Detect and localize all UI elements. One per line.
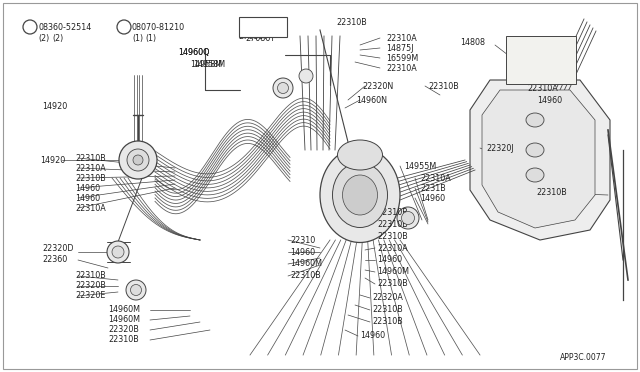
- Text: 22310B: 22310B: [75, 272, 106, 280]
- Text: 14960: 14960: [420, 193, 445, 202]
- Ellipse shape: [320, 148, 400, 243]
- Text: 14960: 14960: [75, 183, 100, 192]
- Circle shape: [117, 20, 131, 34]
- Ellipse shape: [278, 83, 289, 93]
- Text: APP3C.0077: APP3C.0077: [560, 353, 607, 362]
- Ellipse shape: [526, 143, 544, 157]
- Text: 22310B: 22310B: [372, 317, 403, 327]
- Text: 2231B: 2231B: [420, 183, 445, 192]
- Text: B: B: [122, 24, 126, 30]
- Circle shape: [23, 20, 37, 34]
- Text: 27086Y: 27086Y: [238, 32, 268, 41]
- Ellipse shape: [133, 155, 143, 165]
- Polygon shape: [482, 90, 595, 228]
- Text: 14955M: 14955M: [404, 161, 436, 170]
- Ellipse shape: [127, 149, 149, 171]
- Text: 27085Y: 27085Y: [248, 22, 278, 32]
- Text: (1): (1): [132, 33, 143, 42]
- Text: 14960: 14960: [290, 247, 315, 257]
- Text: 14920: 14920: [42, 102, 67, 110]
- Text: 22310B: 22310B: [377, 231, 408, 241]
- Text: 08070-81210: 08070-81210: [132, 22, 185, 32]
- Text: (2): (2): [38, 33, 49, 42]
- Text: 14958M: 14958M: [193, 60, 225, 68]
- Text: 22310A: 22310A: [527, 83, 557, 93]
- Text: 22310B: 22310B: [108, 336, 139, 344]
- Text: 22320B: 22320B: [75, 282, 106, 291]
- Text: 22320A: 22320A: [372, 294, 403, 302]
- Text: 14960: 14960: [537, 96, 562, 105]
- Text: 14960: 14960: [75, 193, 100, 202]
- Text: 22310: 22310: [290, 235, 316, 244]
- Text: 27085Y: 27085Y: [238, 17, 268, 26]
- Text: 14808: 14808: [460, 38, 485, 46]
- Ellipse shape: [107, 241, 129, 263]
- Text: 14960Q: 14960Q: [178, 48, 209, 57]
- Text: 22310A: 22310A: [75, 164, 106, 173]
- Ellipse shape: [119, 141, 157, 179]
- Text: 22310B: 22310B: [290, 272, 321, 280]
- Text: 14875J: 14875J: [386, 44, 413, 52]
- Text: 22310A: 22310A: [377, 244, 408, 253]
- Text: 22310B: 22310B: [336, 17, 367, 26]
- Text: 14960: 14960: [377, 256, 402, 264]
- Text: 22310A: 22310A: [386, 33, 417, 42]
- Text: 22310B: 22310B: [377, 279, 408, 289]
- Text: 22310B: 22310B: [377, 219, 408, 228]
- Ellipse shape: [342, 175, 378, 215]
- Text: 22310B: 22310B: [372, 305, 403, 314]
- Text: 22310B: 22310B: [377, 208, 408, 217]
- Ellipse shape: [333, 163, 387, 228]
- Ellipse shape: [526, 113, 544, 127]
- Text: 22320D: 22320D: [42, 244, 74, 253]
- Text: 22310B: 22310B: [428, 81, 459, 90]
- Text: 16599M: 16599M: [386, 54, 419, 62]
- Text: 22310A: 22310A: [75, 203, 106, 212]
- Text: 22310B: 22310B: [75, 173, 106, 183]
- Ellipse shape: [131, 285, 141, 295]
- Text: (1): (1): [145, 33, 156, 42]
- Text: 22310A: 22310A: [386, 64, 417, 73]
- Ellipse shape: [526, 168, 544, 182]
- Text: 22320E: 22320E: [75, 292, 106, 301]
- Polygon shape: [470, 80, 610, 240]
- Ellipse shape: [112, 246, 124, 258]
- Text: 14960M: 14960M: [108, 315, 140, 324]
- Text: 14960M: 14960M: [108, 305, 140, 314]
- FancyBboxPatch shape: [239, 17, 287, 37]
- Text: 27086Y: 27086Y: [245, 33, 275, 42]
- Text: 22310B: 22310B: [536, 187, 567, 196]
- Text: 22320J: 22320J: [486, 144, 514, 153]
- Ellipse shape: [273, 78, 293, 98]
- Text: 14958M: 14958M: [190, 60, 222, 68]
- FancyBboxPatch shape: [506, 36, 576, 84]
- Text: 14960M: 14960M: [290, 260, 322, 269]
- Text: (2): (2): [52, 33, 63, 42]
- Ellipse shape: [126, 280, 146, 300]
- Ellipse shape: [397, 207, 419, 229]
- Text: 22320N: 22320N: [362, 81, 393, 90]
- Ellipse shape: [401, 212, 415, 224]
- Text: 22310B: 22310B: [75, 154, 106, 163]
- Text: 22310A: 22310A: [420, 173, 451, 183]
- Text: 14960M: 14960M: [377, 267, 409, 276]
- Text: 22360: 22360: [42, 256, 67, 264]
- Ellipse shape: [299, 69, 313, 83]
- Text: 08360-52514: 08360-52514: [38, 22, 92, 32]
- Text: 22320B: 22320B: [108, 326, 139, 334]
- Text: 14960Q: 14960Q: [178, 48, 209, 57]
- Text: 14960: 14960: [360, 331, 385, 340]
- Text: 14960N: 14960N: [356, 96, 387, 105]
- Text: 14920: 14920: [40, 155, 65, 164]
- Ellipse shape: [337, 140, 383, 170]
- Text: S: S: [28, 24, 32, 30]
